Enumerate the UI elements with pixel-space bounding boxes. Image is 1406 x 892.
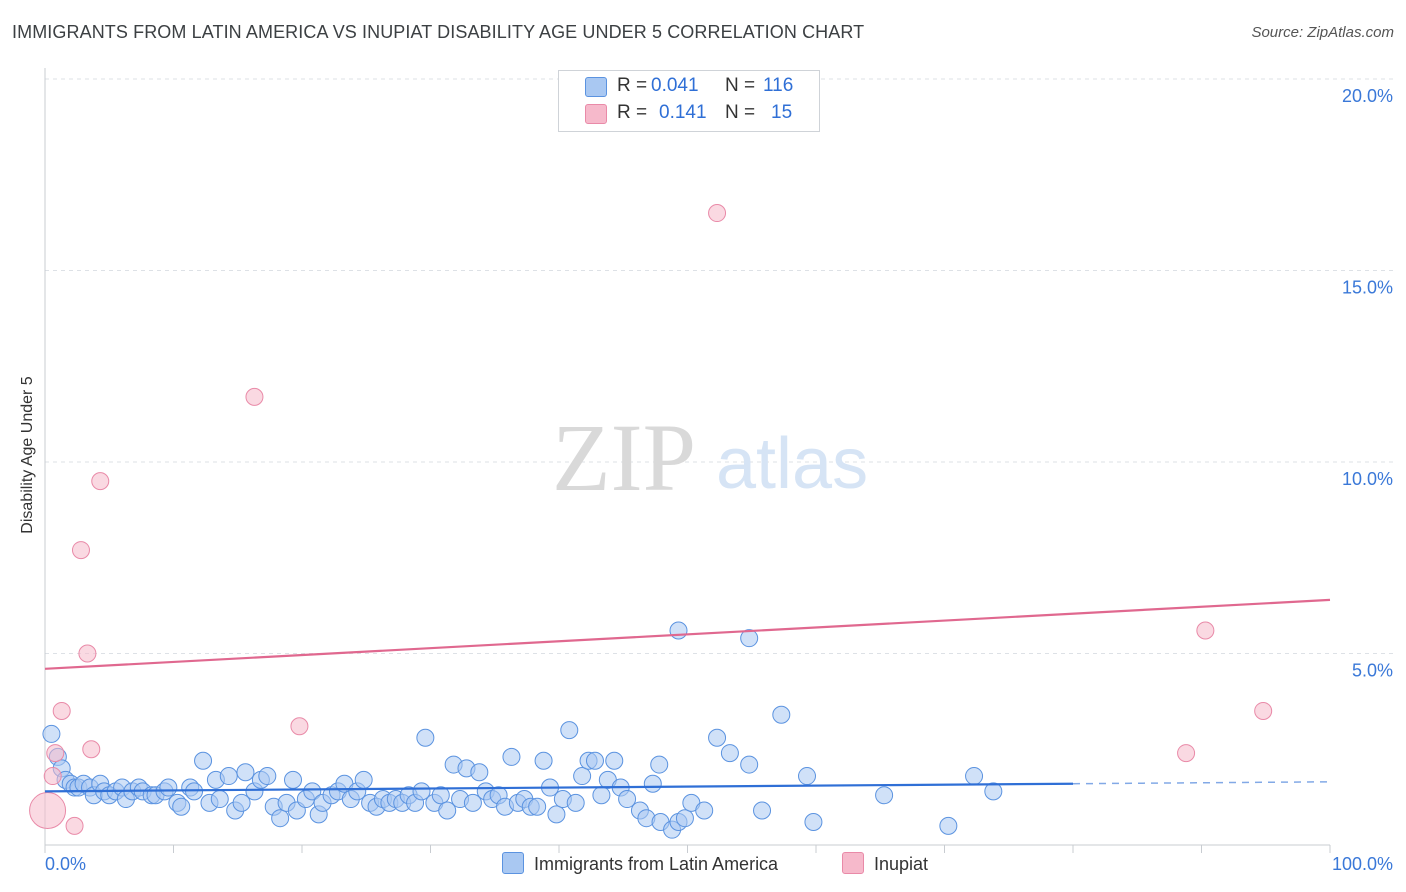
point-latin-america [720,744,739,763]
point-inupiat [78,644,97,663]
trend-line-inupiat [44,598,1331,670]
trend-line-extension [1072,781,1331,785]
point-latin-america [547,805,566,824]
chart-title: IMMIGRANTS FROM LATIN AMERICA VS INUPIAT… [12,22,865,42]
point-latin-america [416,728,435,747]
point-latin-america [354,770,373,789]
point-inupiat [708,204,727,223]
point-latin-america [210,790,229,809]
point-inupiat [65,816,84,835]
point-latin-america [431,786,450,805]
tick-labels: 5.0% 10.0% 15.0% 20.0% 0.0% 100.0% [45,86,1393,874]
legend-swatch-blue [585,77,607,97]
trend-line-latin-america [44,782,1074,793]
point-latin-america [232,793,251,812]
point-latin-america [528,797,547,816]
grid [45,78,1395,654]
point-latin-america [159,778,178,797]
axes [44,68,1331,853]
source-label: Source: ZipAtlas.com [1251,24,1394,41]
legend-swatch-pink [585,104,607,124]
point-latin-america [939,816,958,835]
data-points [29,204,1273,839]
point-latin-america [695,801,714,820]
point-latin-america [984,782,1003,801]
x-tick-label: 0.0% [45,854,86,874]
point-inupiat [1254,701,1273,720]
bottom-legend-inupiat: Inupiat [842,852,928,875]
point-inupiat [290,717,309,736]
point-latin-america [875,786,894,805]
point-latin-america [560,721,579,740]
point-inupiat [29,792,67,830]
point-latin-america [258,767,277,786]
legend-n-value: 116 [763,75,794,96]
point-latin-america [585,751,604,770]
point-latin-america [965,767,984,786]
point-latin-america [669,621,688,640]
point-inupiat [245,387,264,406]
point-latin-america [470,763,489,782]
point-latin-america [643,774,662,793]
bottom-legend-swatch-blue [502,852,524,874]
point-latin-america [194,751,213,770]
point-inupiat [82,740,101,759]
point-latin-america [740,755,759,774]
point-latin-america [708,728,727,747]
point-latin-america [271,809,290,828]
point-inupiat [52,701,71,720]
point-latin-america [219,767,238,786]
point-latin-america [618,790,637,809]
point-inupiat [1177,744,1196,763]
point-inupiat [91,472,110,491]
point-latin-america [804,813,823,832]
legend-r-label: R = [617,102,648,123]
point-latin-america [772,705,791,724]
x-tick-label: 100.0% [1332,854,1393,874]
point-latin-america [605,751,624,770]
point-latin-america [650,755,669,774]
point-inupiat [1196,621,1215,640]
point-latin-america [42,724,61,743]
y-tick-label: 10.0% [1342,469,1393,489]
point-latin-america [592,786,611,805]
point-latin-america [798,767,817,786]
bottom-legend-swatch-pink [842,852,864,874]
point-latin-america [675,809,694,828]
bottom-legend-label: Inupiat [874,854,929,874]
point-latin-america [438,801,457,820]
point-latin-america [534,751,553,770]
trend-lines [44,598,1331,793]
legend-r-label: R = [617,75,648,96]
legend-n-label: N = [725,75,756,96]
y-tick-label: 5.0% [1352,661,1393,681]
point-inupiat [71,541,90,560]
point-latin-america [502,747,521,766]
point-latin-america [463,793,482,812]
point-latin-america [740,629,759,648]
y-tick-label: 15.0% [1342,278,1393,298]
y-tick-label: 20.0% [1342,86,1393,106]
point-latin-america [753,801,772,820]
bottom-legend-label: Immigrants from Latin America [534,854,779,874]
point-latin-america [236,763,255,782]
correlation-legend: R = 0.041 N = 116 R = 0.141 N = 15 [558,70,820,132]
point-latin-america [566,793,585,812]
bottom-legend-latin-america: Immigrants from Latin America [502,852,778,875]
point-latin-america [412,782,431,801]
point-inupiat [43,767,62,786]
legend-r-value: 0.141 [659,102,707,123]
point-latin-america [172,797,191,816]
legend-n-label: N = [725,102,756,123]
legend-n-value: 15 [771,102,793,123]
point-latin-america [573,767,592,786]
legend-r-value: 0.041 [651,75,699,96]
watermark-zip: ZIP [552,404,696,511]
point-latin-america [303,782,322,801]
watermark-atlas: atlas [716,424,868,504]
point-inupiat [46,744,65,763]
point-latin-america [284,770,303,789]
